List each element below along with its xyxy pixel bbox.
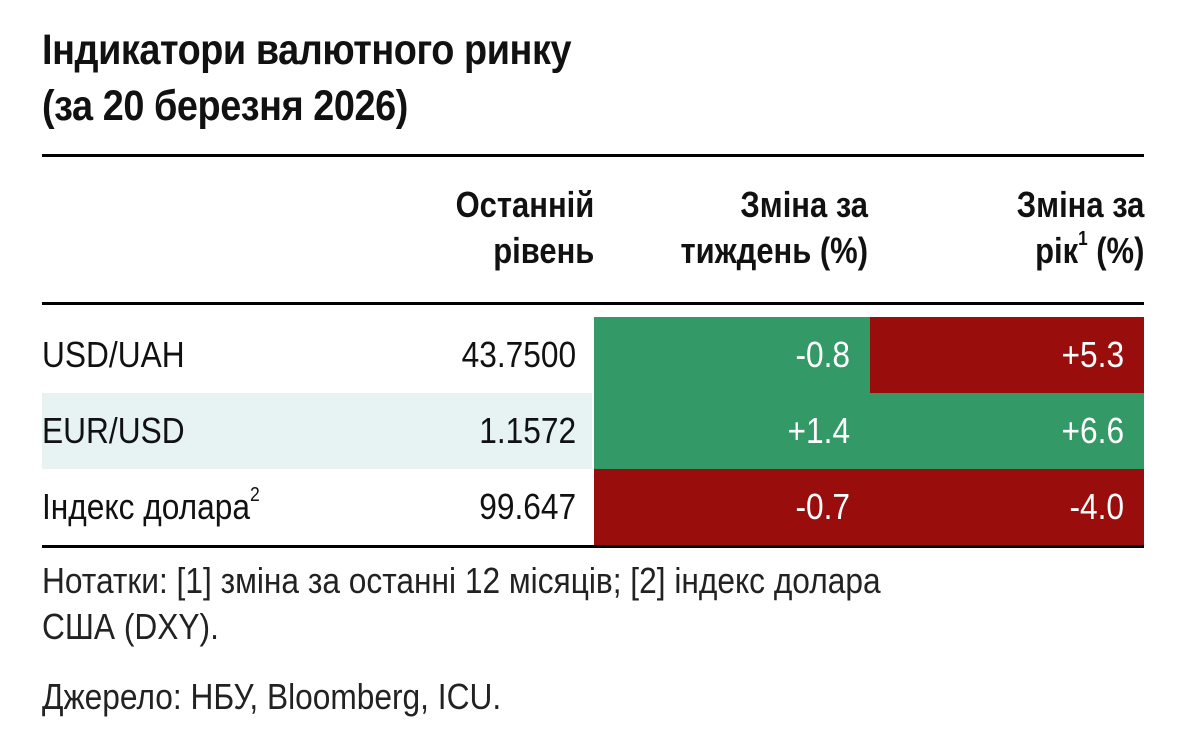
bottom-rule <box>42 545 1144 548</box>
weekly-change-value: -0.8 <box>594 317 870 393</box>
currency-pair: USD/UAH <box>42 334 185 375</box>
indicator-card: Індикатори валютного ринку (за 20 березн… <box>42 0 1144 717</box>
notes-line-1: Нотатки: [1] зміна за останні 12 місяців… <box>42 560 881 601</box>
page-title: Індикатори валютного ринку (за 20 березн… <box>42 0 1012 134</box>
last-level-value: 1.1572 <box>402 393 592 469</box>
last-level-value: 99.647 <box>479 486 576 527</box>
table-row: Індекс долара2 99.647 -0.7 -4.0 <box>42 469 1144 545</box>
notes-line-2: США (DXY). <box>42 606 219 647</box>
last-level-value: 43.7500 <box>461 334 576 375</box>
title-line-2: (за 20 березня 2026) <box>42 82 408 130</box>
yearly-change-value: +6.6 <box>870 393 1144 469</box>
weekly-change-value: -0.7 <box>594 469 870 545</box>
header-yearly-change: Зміна за рік1 (%) <box>1016 184 1144 271</box>
footnote-marker-1: 1 <box>1077 228 1088 250</box>
yearly-change-value: +5.3 <box>870 317 1144 393</box>
currency-pair: Індекс долара2 <box>42 484 260 527</box>
table-header: Останній рівень Зміна за тиждень (%) Змі… <box>42 160 1144 302</box>
weekly-change-value: +1.4 <box>594 393 870 469</box>
header-weekly-change: Зміна за тиждень (%) <box>680 184 868 271</box>
top-rule <box>42 154 1144 157</box>
header-last-level: Останній рівень <box>455 184 594 271</box>
footnote-marker-2: 2 <box>250 484 260 506</box>
table-row: USD/UAH 43.7500 -0.8 +5.3 <box>42 317 1144 393</box>
currency-pair: EUR/USD <box>42 393 402 469</box>
footnotes: Нотатки: [1] зміна за останні 12 місяців… <box>42 558 1012 650</box>
source-note: Джерело: НБУ, Bloomberg, ICU. <box>42 676 502 717</box>
title-line-1: Індикатори валютного ринку <box>42 26 572 74</box>
yearly-change-value: -4.0 <box>870 469 1144 545</box>
table-row: EUR/USD 1.1572 +1.4 +6.6 <box>42 393 1144 469</box>
header-rule <box>42 302 1144 305</box>
